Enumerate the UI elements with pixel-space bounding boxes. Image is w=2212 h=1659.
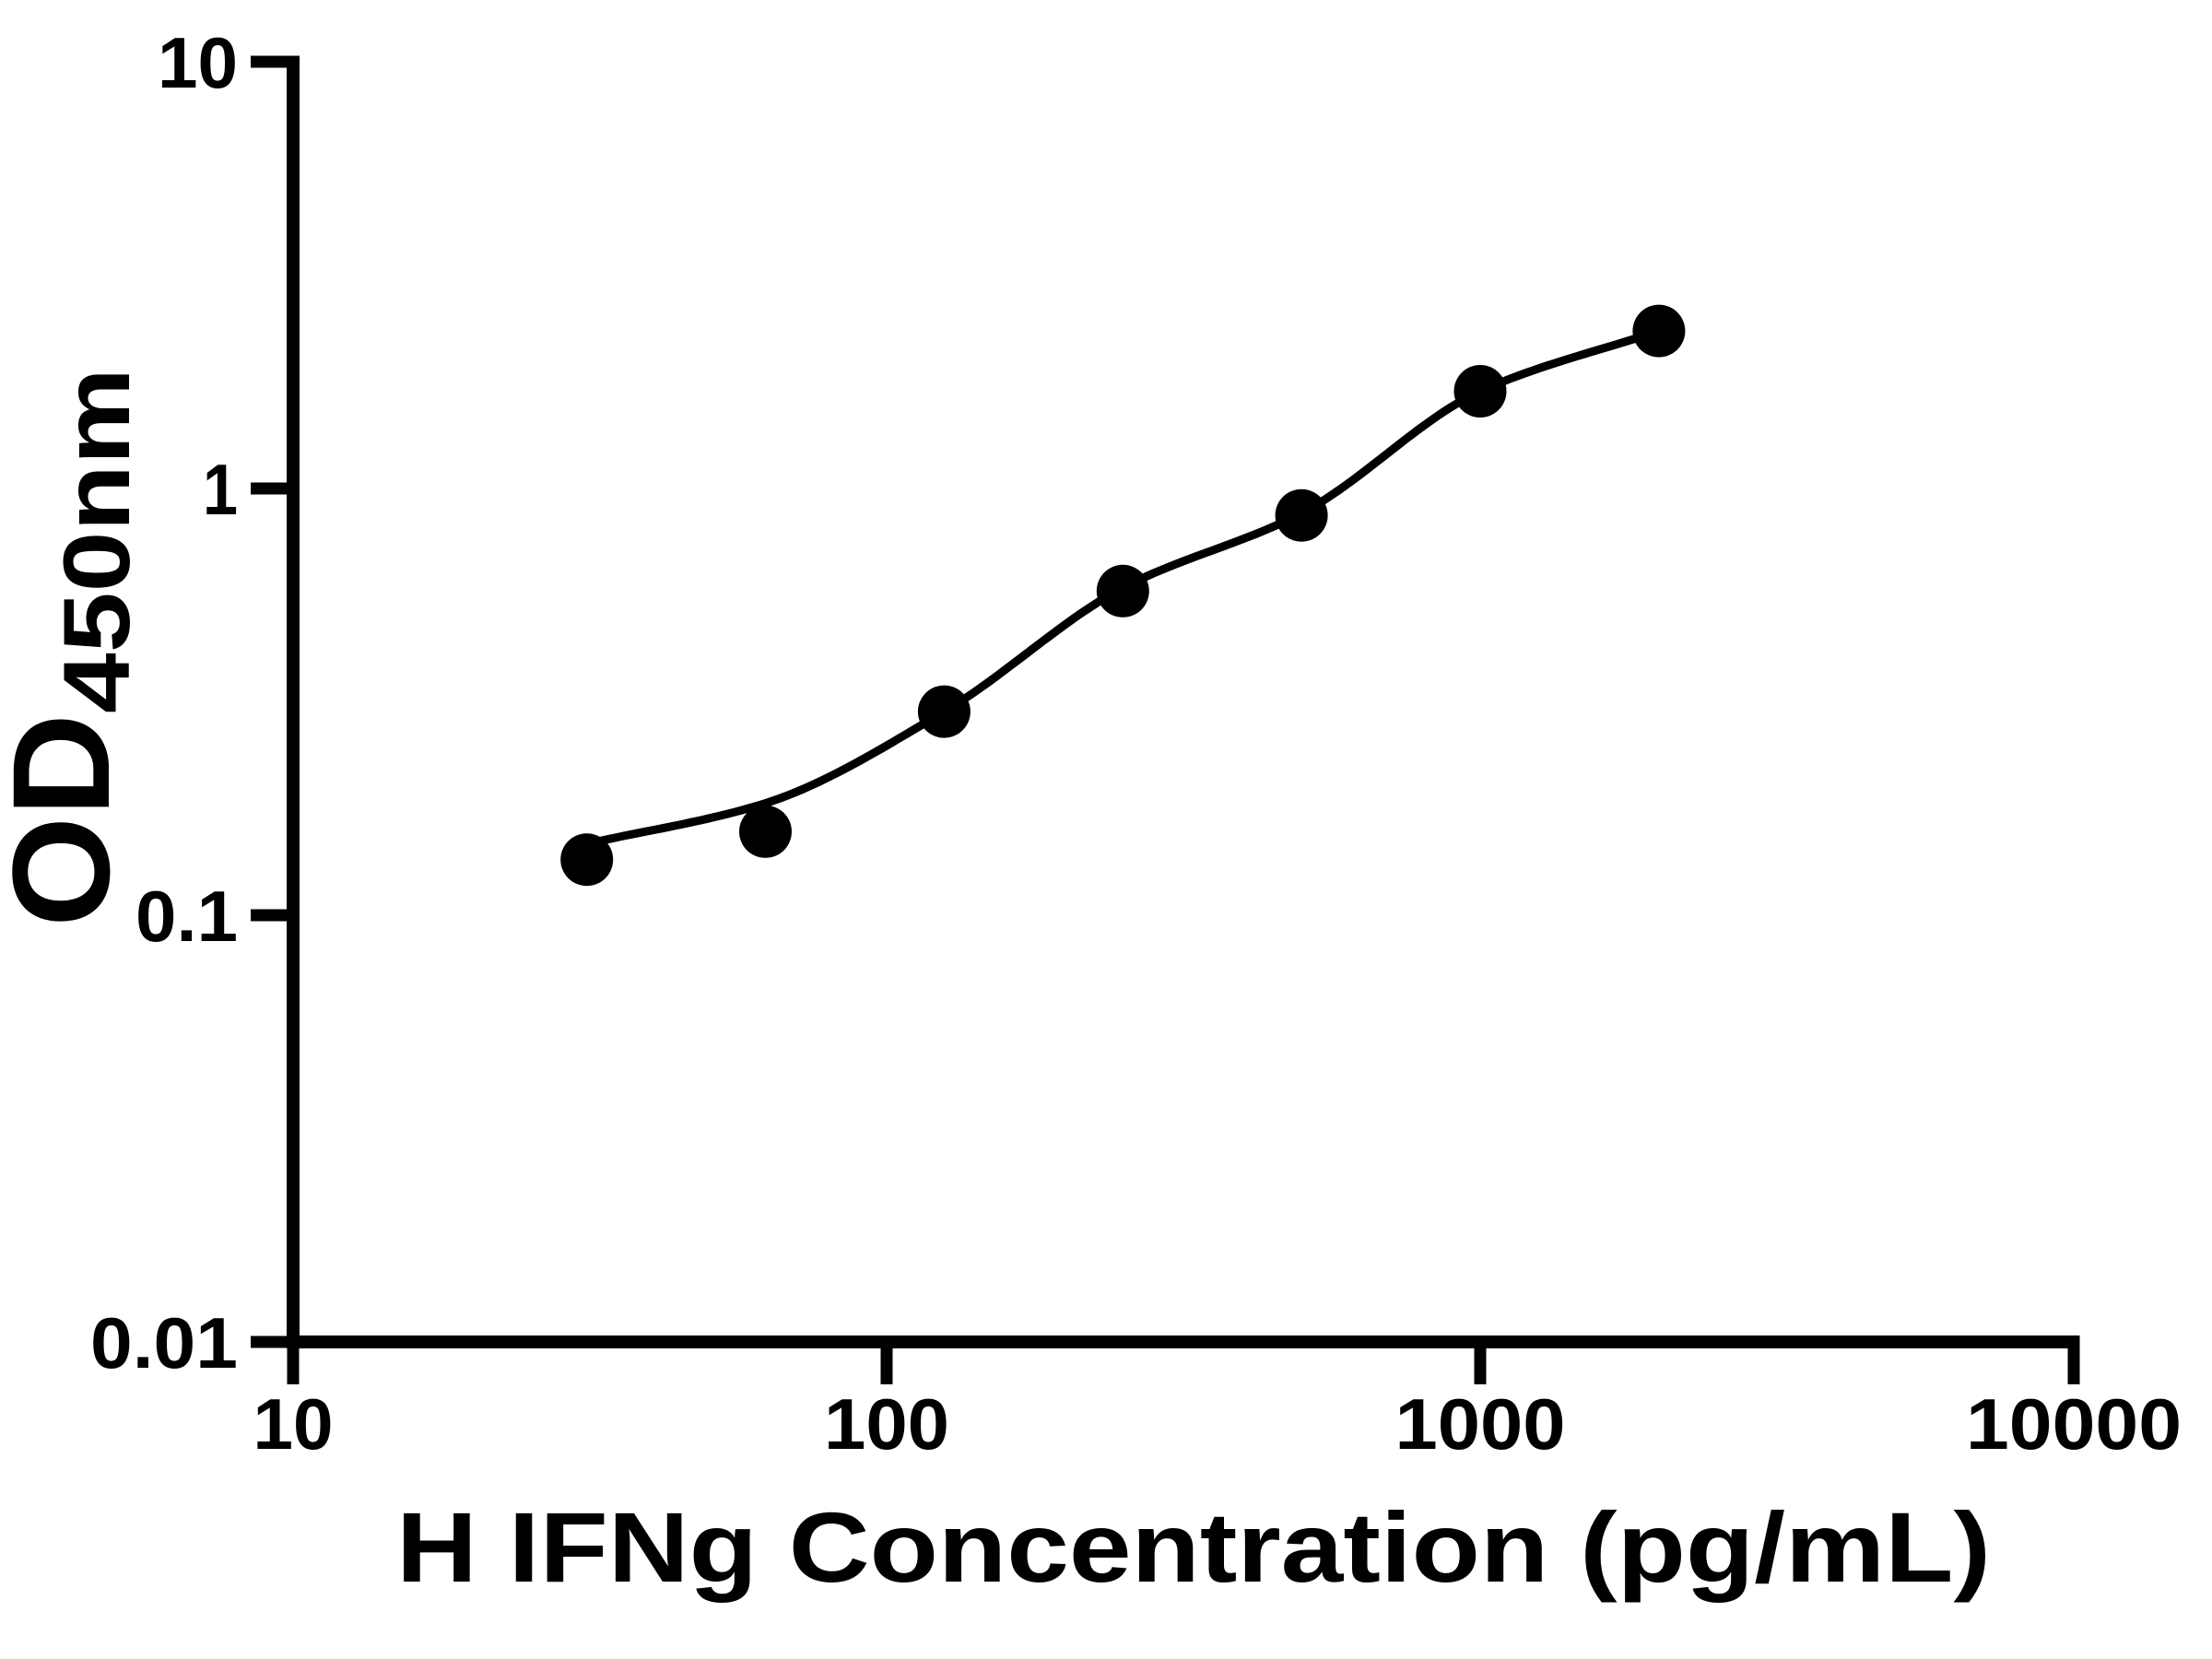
x-tick [287,1348,300,1384]
data-points-layer [560,304,1686,887]
y-tick [251,55,287,68]
y-tick-label: 0.1 [135,876,238,957]
y-tick-label: 1 [203,449,238,530]
data-point [1453,365,1507,418]
x-tick [880,1348,893,1384]
data-point [1632,304,1686,358]
y-axis-spine [287,55,300,1348]
data-point [1096,564,1149,618]
y-tick-label: 10 [158,22,238,103]
y-tick-label: 0.01 [90,1302,238,1383]
x-tick [2067,1348,2080,1384]
y-tick [251,482,287,495]
x-tick-label: 10 [253,1383,334,1465]
x-axis-title: H IFNg Concentration (pg/mL) [396,1491,1991,1603]
x-tick-label: 100 [824,1383,949,1465]
data-point [560,833,614,887]
axes-layer [251,55,2080,1384]
data-point [739,805,792,858]
x-axis-spine [287,1335,2080,1348]
y-axis-title-subscript: 450nm [44,368,149,713]
y-axis-title-main: OD [0,713,138,927]
y-axis-title: OD450nm [0,368,149,927]
y-tick [251,1335,287,1348]
data-point [917,685,971,738]
x-tick [1474,1348,1487,1384]
y-tick [251,909,287,922]
x-tick-label: 1000 [1395,1383,1566,1465]
x-tick-label: 10000 [1966,1383,2182,1465]
data-point [1275,488,1328,542]
